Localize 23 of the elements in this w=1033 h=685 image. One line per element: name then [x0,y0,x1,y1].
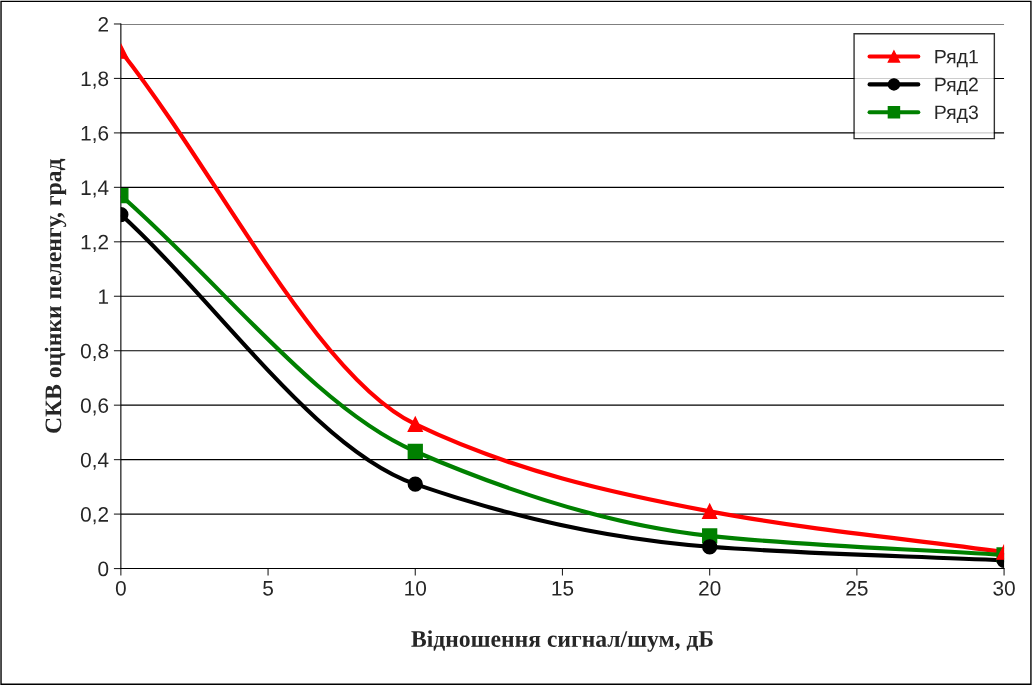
y-tick-label: 0,8 [80,343,109,361]
legend-label: Ряд2 [935,77,978,96]
y-tick-label: 1,8 [81,71,109,89]
x-tick-label: 0 [115,580,126,596]
y-tick-label: 0,2 [80,507,109,525]
x-tick-label: 5 [263,581,273,596]
y-axis-title: СКВ оцінки пеленгу, град [44,158,67,433]
y-tick-label: 1 [99,289,109,304]
y-tick-label: 0,6 [80,398,109,416]
y-tick-label: 0 [98,561,109,577]
legend-label: Ряд3 [935,105,978,123]
y-tick-label: 0,4 [80,452,109,470]
x-tick-label: 10 [405,580,427,596]
y-tick-label: 1,2 [81,234,109,253]
y-tick-label: 2 [98,16,109,32]
legend-label: Ряд1 [935,49,978,68]
x-tick-label: 15 [552,581,574,596]
x-axis-title: Відношення сигнал/шум, дБ [411,630,713,652]
y-tick-label: 1,6 [81,125,109,144]
x-tick-label: 20 [699,580,721,596]
y-tick-label: 1,4 [81,180,109,198]
x-tick-label: 30 [993,580,1015,596]
x-tick-label: 25 [846,580,868,596]
